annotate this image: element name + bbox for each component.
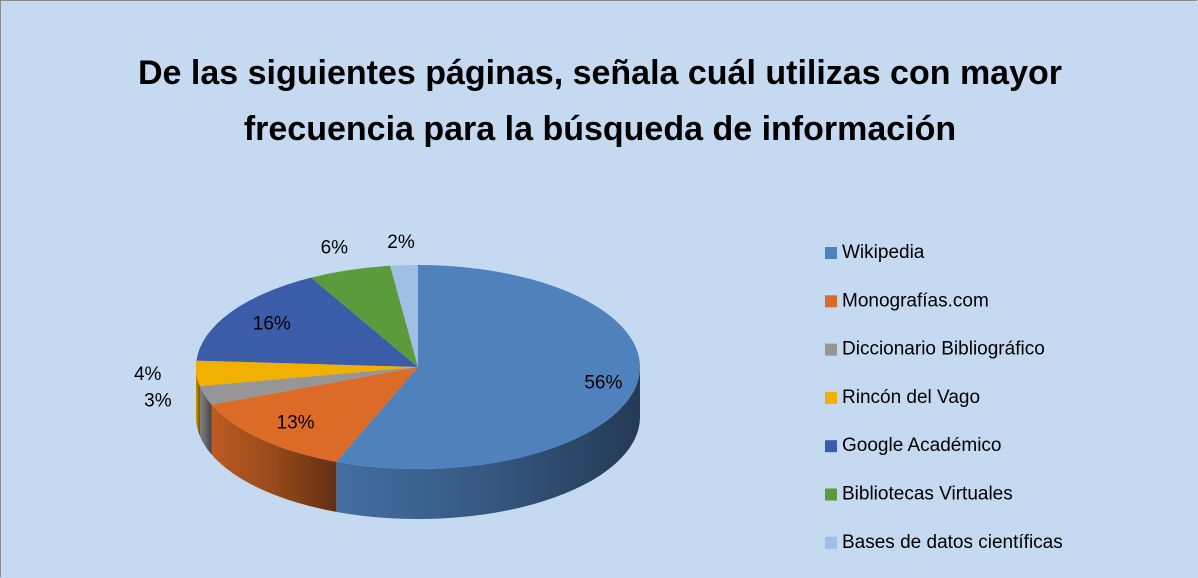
legend-label: Google Académico — [842, 435, 1002, 456]
legend-swatch — [825, 247, 837, 259]
pie-slice — [390, 265, 418, 367]
data-label: 3% — [144, 391, 172, 412]
data-label: 4% — [134, 364, 162, 385]
pie-slice — [311, 265, 418, 367]
pie-slice — [211, 367, 418, 462]
pie-slice — [199, 367, 418, 405]
data-label: 16% — [253, 313, 291, 334]
pie-slice — [336, 265, 640, 469]
legend-swatch — [825, 488, 837, 501]
data-label: 2% — [387, 232, 415, 253]
legend-swatch — [825, 391, 837, 404]
legend-label: Bibliotecas Virtuales — [842, 484, 1013, 505]
legend-swatch — [825, 536, 837, 549]
legend-label: Diccionario Bibliográfico — [842, 339, 1045, 360]
legend-label: Rincón del Vago — [842, 387, 980, 408]
pie-side-shade — [199, 386, 212, 455]
data-label: 6% — [321, 238, 349, 259]
chart-title: De las siguientes páginas, señala cuál u… — [137, 54, 1062, 148]
legend-label: Wikipedia — [842, 242, 925, 263]
pie-side-shade — [336, 367, 640, 519]
pie-slice — [196, 277, 418, 367]
pie-side-shade — [211, 404, 337, 512]
legend-label: Monografías.com — [842, 290, 989, 311]
data-label: 13% — [277, 412, 315, 433]
pie-side-shade — [196, 367, 200, 437]
legend-label: Bases de datos científicas — [842, 532, 1063, 553]
legend-swatch — [825, 440, 837, 453]
pie-slice — [196, 360, 418, 387]
legend-swatch — [825, 295, 837, 308]
data-label: 56% — [584, 372, 622, 393]
legend-swatch — [825, 343, 837, 356]
